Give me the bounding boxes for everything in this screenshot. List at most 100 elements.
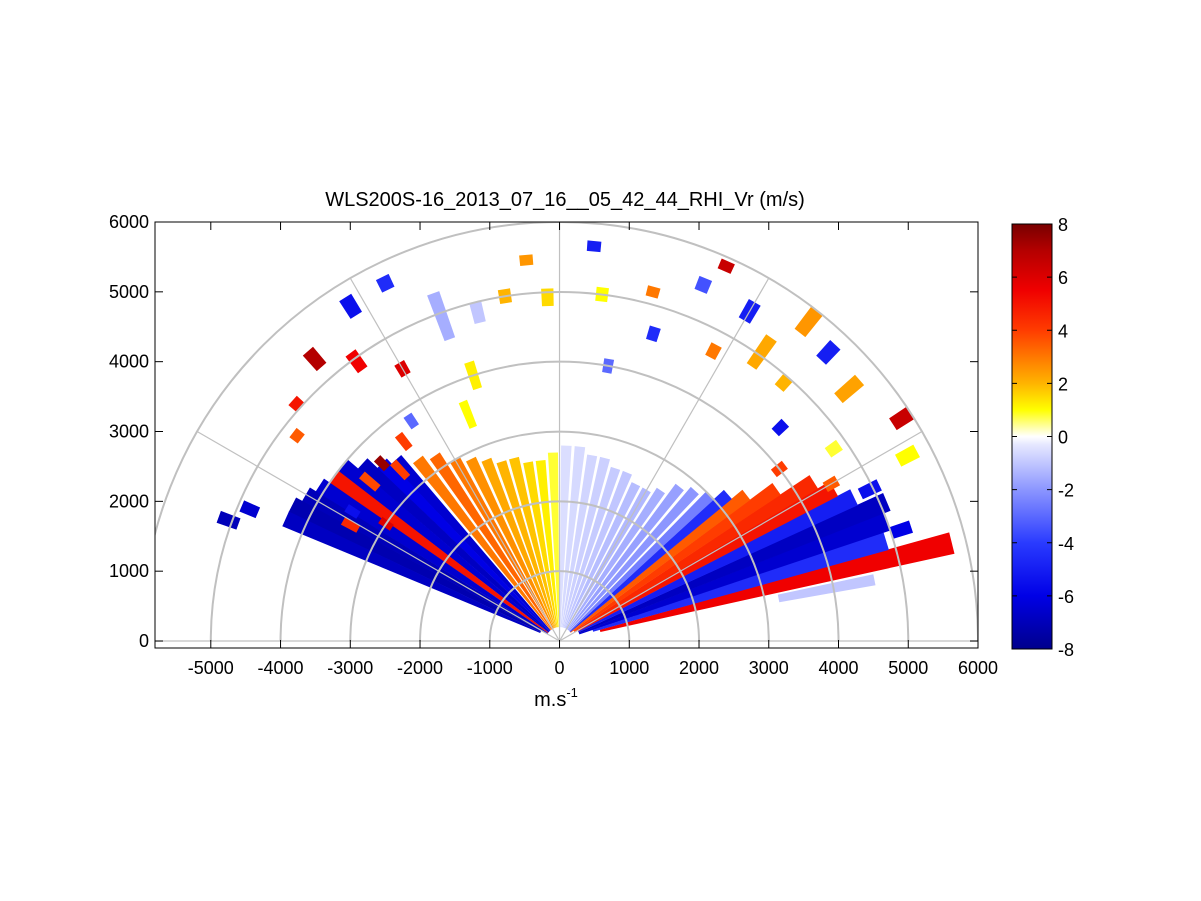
- x-axis-label: m.s-1: [534, 685, 578, 711]
- y-tick-label: 3000: [109, 422, 149, 442]
- velocity-patch: [375, 273, 395, 293]
- x-tick-label: -5000: [188, 658, 234, 678]
- plot-frame: [154, 221, 979, 649]
- y-tick-label: 4000: [109, 352, 149, 372]
- velocity-patch: [239, 500, 261, 519]
- x-tick-label: 2000: [679, 658, 719, 678]
- x-tick-label: 5000: [888, 658, 928, 678]
- velocity-patch: [519, 254, 534, 266]
- colorbar-scale: [1011, 223, 1053, 650]
- colorbar-tick-label: 4: [1058, 321, 1068, 341]
- x-tick-label: 4000: [818, 658, 858, 678]
- x-tick-label: -3000: [327, 658, 373, 678]
- velocity-patch: [345, 349, 368, 374]
- beam-sector: [560, 446, 586, 628]
- colorbar-tick-label: -6: [1058, 587, 1074, 607]
- velocity-patch: [541, 288, 554, 307]
- velocity-patch: [359, 471, 381, 492]
- velocity-patch: [816, 340, 841, 365]
- velocity-patch: [824, 439, 843, 458]
- x-tick-label: 1000: [609, 658, 649, 678]
- beam-sector: [509, 456, 557, 628]
- velocity-patch: [694, 275, 713, 294]
- beam-sector: [481, 457, 555, 629]
- velocity-patch: [889, 406, 915, 431]
- x-tick-label: 3000: [749, 658, 789, 678]
- beam-sector: [564, 470, 632, 629]
- velocity-patch: [340, 517, 361, 533]
- beam-sector: [302, 487, 548, 635]
- colorbar-tick-label: -8: [1058, 640, 1074, 660]
- y-tick-label: 5000: [109, 282, 149, 302]
- beam-sector: [562, 456, 610, 628]
- colorbar-tick-label: 0: [1058, 428, 1068, 448]
- x-axis: -5000 -4000 -3000 -2000 -1000 0 1000 2000 3000 40…: [188, 222, 998, 678]
- velocity-patch: [302, 346, 327, 372]
- velocity-patch: [427, 291, 456, 342]
- y-tick-label: 0: [139, 631, 149, 651]
- x-axis-label-exponent: -1: [566, 685, 578, 700]
- velocity-patch: [469, 300, 486, 324]
- velocity-patch: [705, 342, 722, 360]
- velocity-patch: [394, 431, 413, 452]
- beam-sector: [570, 489, 751, 633]
- beam-sector: [577, 481, 838, 632]
- beam-sector: [329, 470, 549, 634]
- velocity-patch: [834, 374, 865, 404]
- beam-sector: [466, 456, 554, 629]
- beam-sector: [563, 466, 621, 628]
- colorbar-tick-label: 8: [1058, 215, 1068, 235]
- velocity-patch: [586, 240, 602, 253]
- velocity-field: [216, 240, 955, 635]
- colorbar-tick-label: 2: [1058, 374, 1068, 394]
- velocity-patch: [794, 306, 823, 338]
- beam-sector: [573, 483, 781, 632]
- velocity-patch: [777, 574, 876, 603]
- beam-sector: [357, 458, 550, 632]
- colorbar-tick-label: -4: [1058, 534, 1074, 554]
- y-tick-label: 2000: [109, 491, 149, 511]
- velocity-patch: [889, 520, 913, 539]
- beam-sector: [547, 452, 560, 628]
- velocity-patch: [288, 395, 305, 412]
- x-axis-label-base: m.s: [534, 689, 566, 711]
- velocity-patch: [717, 258, 735, 274]
- beam-sector: [429, 452, 552, 630]
- azimuth-spoke: [196, 430, 560, 642]
- beam-sector: [567, 487, 665, 630]
- velocity-patch: [373, 455, 390, 472]
- colorbar-ticks: 8 6 4 2 0 -2 -4 -6 -8: [1012, 215, 1074, 660]
- beam-sector: [567, 483, 684, 631]
- beam-sector: [592, 532, 889, 632]
- beam-sector: [288, 497, 542, 632]
- beam-sector: [578, 493, 891, 634]
- y-tick-label: 6000: [109, 212, 149, 232]
- beam-sector: [315, 478, 548, 634]
- beam-sector: [569, 489, 732, 633]
- x-tick-label: -2000: [397, 658, 443, 678]
- velocity-patch: [646, 325, 661, 343]
- velocity-patch: [895, 444, 920, 467]
- beam-sector: [282, 511, 541, 633]
- x-tick-label: -1000: [467, 658, 513, 678]
- velocity-patch: [289, 427, 305, 444]
- beam-sector: [565, 482, 641, 629]
- velocity-patch: [645, 285, 661, 299]
- beam-sector: [523, 461, 558, 628]
- chart-title: WLS200S-16_2013_07_16__05_42_44_RHI_Vr (…: [325, 189, 805, 211]
- beam-sector: [561, 454, 598, 628]
- colorbar-tick-label: 6: [1058, 268, 1068, 288]
- beam-sector: [569, 491, 714, 632]
- velocity-patch: [746, 334, 777, 370]
- colorbar-tick-label: -2: [1058, 481, 1074, 501]
- azimuth-spoke: [559, 430, 923, 642]
- beam-sector: [599, 532, 955, 632]
- beam-sector: [377, 458, 550, 632]
- velocity-patch: [403, 412, 419, 430]
- plot-area: -5000 -4000 -3000 -2000 -1000 0 1000 2000 3000 40…: [109, 212, 998, 678]
- beam-sector: [338, 459, 549, 633]
- beam-sector: [391, 455, 551, 631]
- velocity-patch: [344, 504, 361, 519]
- beam-sector: [579, 512, 891, 635]
